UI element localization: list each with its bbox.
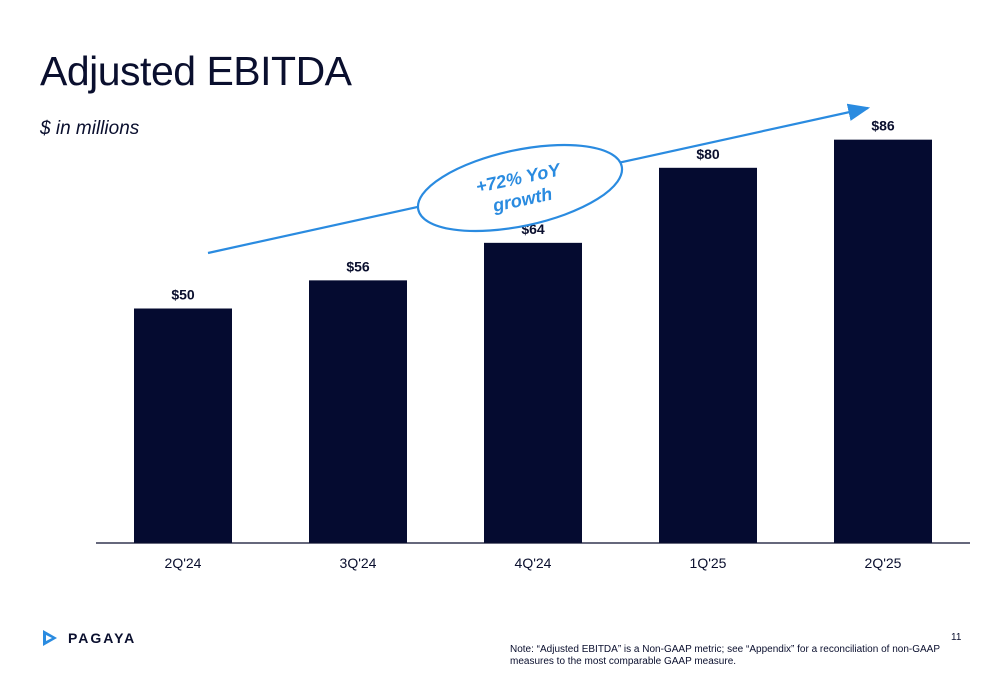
growth-ellipse <box>416 143 624 233</box>
x-tick-label-1: 3Q'24 <box>340 555 377 571</box>
page-number: 11 <box>951 632 962 643</box>
bar-value-label-3: $80 <box>696 146 720 162</box>
x-tick-label-4: 2Q'25 <box>865 555 902 571</box>
bar-2 <box>484 242 582 543</box>
x-tick-label-0: 2Q'24 <box>165 555 202 571</box>
chart-subtitle: $ in millions <box>40 118 140 139</box>
brand-name: PAGAYA <box>68 630 137 646</box>
growth-annotation: +72% YoY growth <box>207 103 871 255</box>
pagaya-logo-icon <box>43 630 57 646</box>
bar-1 <box>309 280 407 543</box>
bar-0 <box>134 308 232 543</box>
footnote: Note: “Adjusted EBITDA” is a Non-GAAP me… <box>510 644 940 667</box>
bar-4 <box>834 139 932 543</box>
bar-value-label-4: $86 <box>871 118 895 134</box>
bar-3 <box>659 167 757 544</box>
bar-value-label-0: $50 <box>171 287 195 303</box>
x-tick-label-3: 1Q'25 <box>690 555 727 571</box>
brand-logo: PAGAYA <box>40 628 136 648</box>
x-tick-label-2: 4Q'24 <box>515 555 552 571</box>
bar-value-label-1: $56 <box>346 258 370 274</box>
bar-chart: $502Q'24$563Q'24$644Q'24$801Q'25$862Q'25… <box>96 103 970 571</box>
page-title: Adjusted EBITDA <box>40 48 352 94</box>
